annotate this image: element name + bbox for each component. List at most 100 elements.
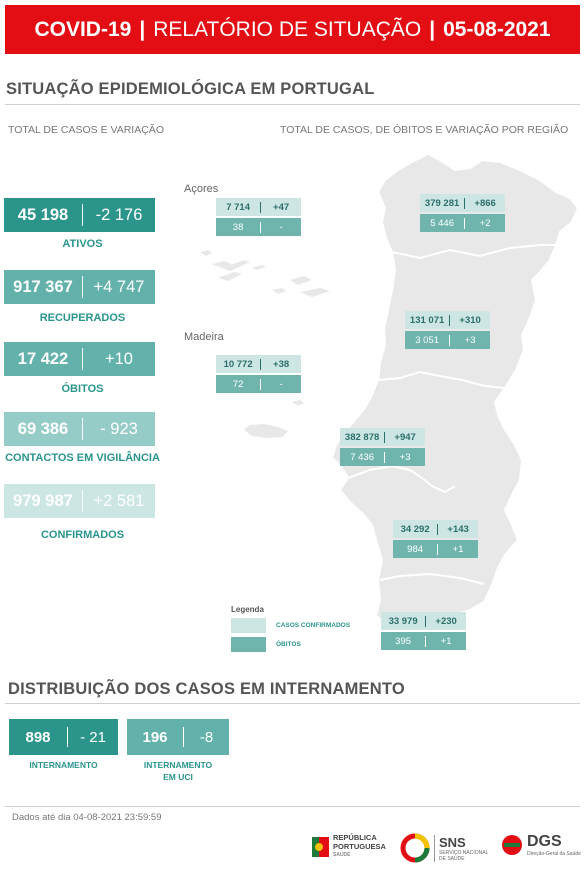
kpi-separator bbox=[82, 418, 83, 440]
region-cases-row: 34 292 +143 bbox=[393, 520, 478, 538]
norte-centro-border bbox=[391, 244, 556, 260]
header-separator: | bbox=[139, 17, 146, 41]
region-cases: 379 281 bbox=[424, 197, 460, 209]
lvt-alentejo-border bbox=[347, 464, 456, 494]
kpi-recovered-value: 917 367 bbox=[13, 277, 73, 296]
porto-santo-island bbox=[292, 400, 304, 406]
region-deaths: 7 436 bbox=[350, 451, 374, 463]
republica-portuguesa-logo: REPÚBLICA PORTUGUESA SAÚDE bbox=[310, 833, 386, 860]
madeira-island bbox=[244, 424, 288, 438]
left-subtitle: TOTAL DE CASOS E VARIAÇÃO bbox=[8, 124, 164, 136]
region-deaths-delta: +1 bbox=[452, 543, 464, 555]
section-title-situation: SITUAÇÃO EPIDEMIOLÓGICA EM PORTUGAL bbox=[6, 80, 375, 98]
region-alentejo: 34 292 +143 984 +1 bbox=[393, 520, 478, 558]
region-cases: 382 878 bbox=[344, 431, 380, 443]
kpi-deaths-delta: +10 bbox=[105, 349, 133, 368]
legend-label-deaths: ÓBITOS bbox=[276, 641, 301, 648]
region-deaths-row: 3 051 +3 bbox=[405, 331, 490, 349]
legend-swatch-cases bbox=[231, 618, 266, 633]
legend-title: Legenda bbox=[231, 605, 264, 614]
kpi-separator bbox=[82, 348, 83, 370]
region-separator bbox=[384, 431, 386, 443]
region-separator bbox=[260, 358, 262, 370]
azores-island-7 bbox=[272, 288, 286, 294]
header-date: 05-08-2021 bbox=[443, 17, 551, 41]
region-separator bbox=[260, 378, 262, 390]
kpi-hospitalized: 898 - 21 bbox=[9, 719, 118, 755]
kpi-recovered-delta: +4 747 bbox=[93, 277, 145, 296]
region-deaths-row: 38 - bbox=[216, 218, 301, 236]
header-separator-2: | bbox=[429, 17, 436, 41]
section-divider bbox=[5, 104, 580, 105]
kpi-contacts-delta: - 923 bbox=[100, 419, 138, 438]
sns-sub2: DE SAÚDE bbox=[439, 855, 465, 862]
azores-island-5 bbox=[222, 260, 250, 271]
region-cases-delta: +866 bbox=[474, 197, 496, 209]
kpi-recovered-label: RECUPERADOS bbox=[39, 312, 126, 324]
footer-divider bbox=[5, 806, 580, 807]
dgs-sub: Direção-Geral da Saúde bbox=[527, 851, 581, 857]
dgs-text: DGS bbox=[527, 833, 562, 850]
region-separator bbox=[260, 221, 262, 233]
azores-island-4 bbox=[218, 272, 242, 281]
section-divider bbox=[5, 703, 580, 704]
region-centro: 131 071 +310 3 051 +3 bbox=[405, 311, 490, 349]
kpi-active-value: 45 198 bbox=[17, 205, 69, 224]
kpi-active-delta: -2 176 bbox=[95, 205, 143, 224]
region-cases-row: 33 979 +230 bbox=[381, 612, 466, 630]
region-separator bbox=[449, 334, 451, 346]
region-deaths-delta: +3 bbox=[464, 334, 476, 346]
sns-logo: SNS SERVIÇO NACIONAL DE SAÚDE bbox=[400, 833, 488, 863]
legend-row-cases: CASOS CONFIRMADOS bbox=[231, 618, 350, 633]
azores-island-3 bbox=[212, 261, 232, 268]
kpi-deaths-label: ÓBITOS bbox=[61, 383, 104, 395]
region-cases-row: 382 878 +947 bbox=[340, 428, 425, 446]
portugal-flag-icon bbox=[312, 836, 329, 857]
alentejo-algarve-border bbox=[379, 572, 485, 585]
icu-label-line1: INTERNAMENTO bbox=[143, 760, 213, 770]
kpi-recovered: 917 367 +4 747 bbox=[4, 270, 155, 304]
sns-circle-icon bbox=[400, 833, 430, 863]
region-deaths-row: 72 - bbox=[216, 375, 301, 393]
hospitalized-label-line1: INTERNAMENTO bbox=[29, 760, 98, 770]
rp-line2: PORTUGUESA bbox=[333, 842, 386, 851]
region-deaths: 395 bbox=[395, 635, 412, 647]
rp-line3: SAÚDE bbox=[333, 852, 351, 858]
region-cases-delta: +47 bbox=[273, 201, 290, 213]
legend-swatch-deaths bbox=[231, 637, 266, 652]
dgs-logo: DGS Direção-Geral da Saúde bbox=[500, 833, 581, 857]
kpi-separator bbox=[67, 727, 68, 747]
region-cases-delta: +230 bbox=[435, 615, 457, 627]
icu-label-line2: EM UCI bbox=[163, 772, 193, 782]
region-cases: 33 979 bbox=[388, 615, 418, 627]
region-cases-delta: +947 bbox=[394, 431, 416, 443]
region-cases: 131 071 bbox=[409, 314, 445, 326]
region-separator bbox=[425, 615, 427, 627]
region-cases: 7 714 bbox=[226, 201, 250, 213]
azores-island-6 bbox=[252, 265, 266, 270]
section-title-hospital: DISTRIBUIÇÃO DOS CASOS EM INTERNAMENTO bbox=[8, 680, 405, 698]
region-separator bbox=[437, 523, 439, 535]
azores-island-8 bbox=[290, 276, 312, 285]
report-header: COVID-19 | RELATÓRIO DE SITUAÇÃO | 05-08… bbox=[5, 5, 580, 54]
region-cases: 34 292 bbox=[400, 523, 430, 535]
region-deaths-row: 5 446 +2 bbox=[420, 214, 505, 232]
kpi-separator bbox=[82, 490, 83, 512]
data-timestamp: Dados até dia 04-08-2021 23:59:59 bbox=[12, 812, 162, 823]
region-separator bbox=[425, 635, 427, 647]
centro-lvt-border bbox=[377, 370, 506, 389]
region-madeira: 10 772 +38 72 - bbox=[216, 355, 301, 393]
icu-delta: -8 bbox=[199, 728, 214, 746]
region-deaths: 38 bbox=[232, 221, 244, 233]
region-cases-row: 379 281 +866 bbox=[420, 194, 505, 212]
region-cases: 10 772 bbox=[223, 358, 253, 370]
header-title: RELATÓRIO DE SITUAÇÃO bbox=[153, 17, 422, 41]
kpi-separator bbox=[183, 727, 184, 747]
region-algarve: 33 979 +230 395 +1 bbox=[381, 612, 466, 650]
kpi-active: 45 198 -2 176 bbox=[4, 198, 155, 232]
region-deaths: 5 446 bbox=[430, 217, 454, 229]
region-separator bbox=[384, 451, 386, 463]
region-cases-delta: +38 bbox=[273, 358, 290, 370]
region-lvt: 382 878 +947 7 436 +3 bbox=[340, 428, 425, 466]
legend-label-cases: CASOS CONFIRMADOS bbox=[276, 622, 351, 629]
